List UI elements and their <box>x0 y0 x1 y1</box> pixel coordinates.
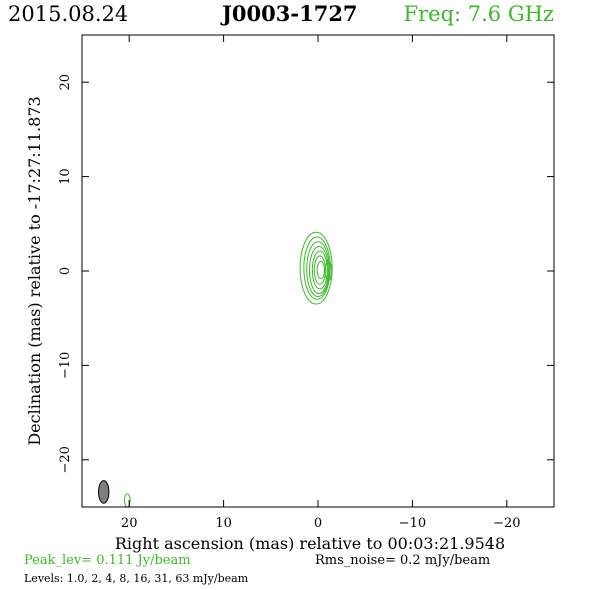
contour-level-0 <box>299 231 333 305</box>
contour-level-2 <box>306 241 330 297</box>
peak-level: Peak_lev= 0.111 Jy/beam <box>24 553 191 568</box>
tick-marks <box>82 35 554 507</box>
contour-level-6 <box>316 261 326 280</box>
contour-level-3 <box>309 245 329 295</box>
beam-group <box>98 480 131 508</box>
contour-level-1 <box>303 236 331 300</box>
x-tick-label: 10 <box>215 516 232 531</box>
contour-extension <box>324 261 333 281</box>
plot-frame <box>81 34 555 508</box>
tick-labels: 20 10 0 −10 −20 −20 −10 0 10 20 <box>58 74 521 531</box>
contour-level-4 <box>311 250 328 290</box>
y-tick-label: 20 <box>58 74 73 91</box>
y-tick-label: −10 <box>58 352 73 379</box>
contour-group <box>299 231 333 305</box>
observation-date: 2015.08.24 <box>8 2 129 26</box>
y-tick-label: 0 <box>58 267 73 275</box>
contour-level-5 <box>313 255 327 285</box>
x-tick-label: 0 <box>314 516 322 531</box>
y-axis-label: Declination (mas) relative to -17:27:11.… <box>25 96 44 445</box>
x-tick-label: 20 <box>121 516 138 531</box>
beam-ellipse <box>98 480 110 504</box>
rms-noise: Rms_noise= 0.2 mJy/beam <box>315 553 491 568</box>
y-tick-label: 10 <box>58 168 73 185</box>
source-name: J0003-1727 <box>222 1 358 26</box>
y-tick-label: −20 <box>58 446 73 473</box>
contour-levels: Levels: 1.0, 2, 4, 8, 16, 31, 63 mJy/bea… <box>24 572 249 585</box>
x-tick-label: −10 <box>399 516 426 531</box>
x-axis-label: Right ascension (mas) relative to 00:03:… <box>115 534 505 553</box>
frequency-label: Freq: 7.6 GHz <box>403 2 554 26</box>
x-tick-label: −20 <box>493 516 520 531</box>
